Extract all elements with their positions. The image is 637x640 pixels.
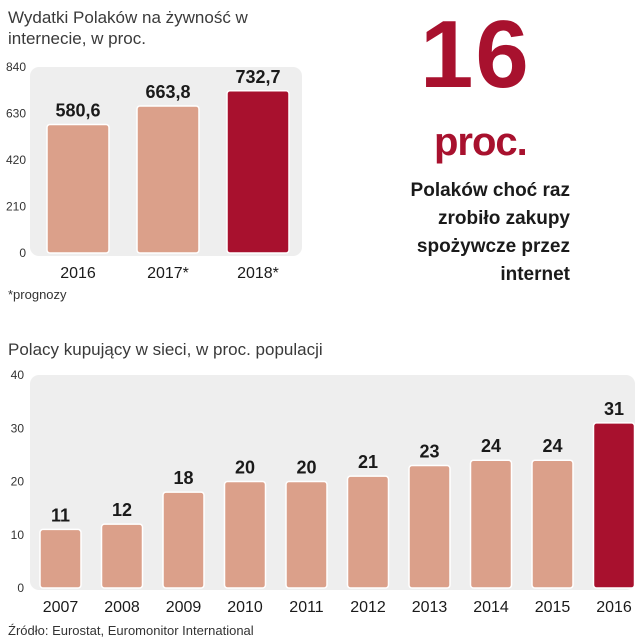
chart2-value-label: 31 (604, 399, 624, 419)
chart2-category-label: 2015 (535, 599, 571, 616)
chart2-ytick: 20 (11, 475, 25, 489)
chart1-ytick: 630 (6, 107, 26, 121)
forecast-note: *prognozy (8, 287, 67, 302)
chart2-value-label: 23 (419, 442, 439, 462)
chart2-bar (162, 491, 205, 589)
chart1-ytick: 0 (19, 246, 26, 260)
chart2-ytick: 10 (11, 528, 25, 542)
chart1-value-label: 732,7 (235, 67, 280, 87)
chart1-bar (46, 123, 110, 254)
chart2-category-label: 2016 (596, 599, 632, 616)
chart2-bar (285, 480, 328, 589)
chart1-ytick: 210 (6, 200, 26, 214)
source-text: Źródło: Eurostat, Euromonitor Internatio… (8, 623, 254, 638)
chart2-category-label: 2008 (104, 599, 140, 616)
chart1-ytick: 840 (6, 60, 26, 74)
chart2-ytick: 30 (11, 421, 25, 435)
chart2-category-label: 2009 (166, 599, 202, 616)
chart2-bar (223, 480, 267, 589)
chart2-value-label: 24 (481, 436, 501, 456)
highlight-unit: proc. (434, 120, 528, 164)
chart2-category-label: 2007 (43, 599, 79, 616)
chart1-category-label: 2017* (147, 265, 189, 282)
chart2-bar (531, 459, 574, 589)
chart2-bar (100, 523, 144, 589)
chart2-value-label: 12 (112, 500, 132, 520)
chart1-category-label: 2018* (237, 265, 279, 282)
chart2-value-label: 20 (235, 458, 255, 478)
chart2-category-label: 2013 (412, 599, 448, 616)
chart2-value-label: 24 (542, 436, 562, 456)
chart2-value-label: 11 (51, 505, 70, 525)
chart2-category-label: 2014 (473, 599, 509, 616)
chart2-bar (408, 464, 451, 589)
chart1-title: Wydatki Polaków na żywność w internecie,… (8, 8, 248, 48)
chart1-ytick: 420 (6, 153, 26, 167)
chart2-value-label: 21 (358, 452, 378, 472)
chart1-value-label: 580,6 (55, 100, 100, 120)
chart2-bar (469, 459, 513, 589)
chart2-category-label: 2010 (227, 599, 263, 616)
chart1-category-label: 2016 (60, 265, 96, 282)
chart1-bar (226, 90, 290, 254)
chart2-value-label: 18 (173, 468, 193, 488)
chart2-ytick: 40 (11, 368, 25, 382)
chart2-category-label: 2011 (289, 599, 324, 616)
chart2-ytick: 0 (17, 581, 24, 595)
chart1-value-label: 663,8 (145, 82, 190, 102)
highlight-number: 16 (420, 1, 531, 108)
chart2-bar (346, 475, 390, 589)
chart2-title: Polacy kupujący w sieci, w proc. populac… (8, 340, 323, 359)
chart1-bar (136, 105, 200, 254)
chart2-bar (39, 528, 82, 589)
chart2-category-label: 2012 (350, 599, 386, 616)
chart2-bar (592, 422, 636, 589)
chart2-value-label: 20 (296, 458, 316, 478)
highlight-description: Polaków choć raz zrobiło zakupy spożywcz… (410, 180, 570, 285)
